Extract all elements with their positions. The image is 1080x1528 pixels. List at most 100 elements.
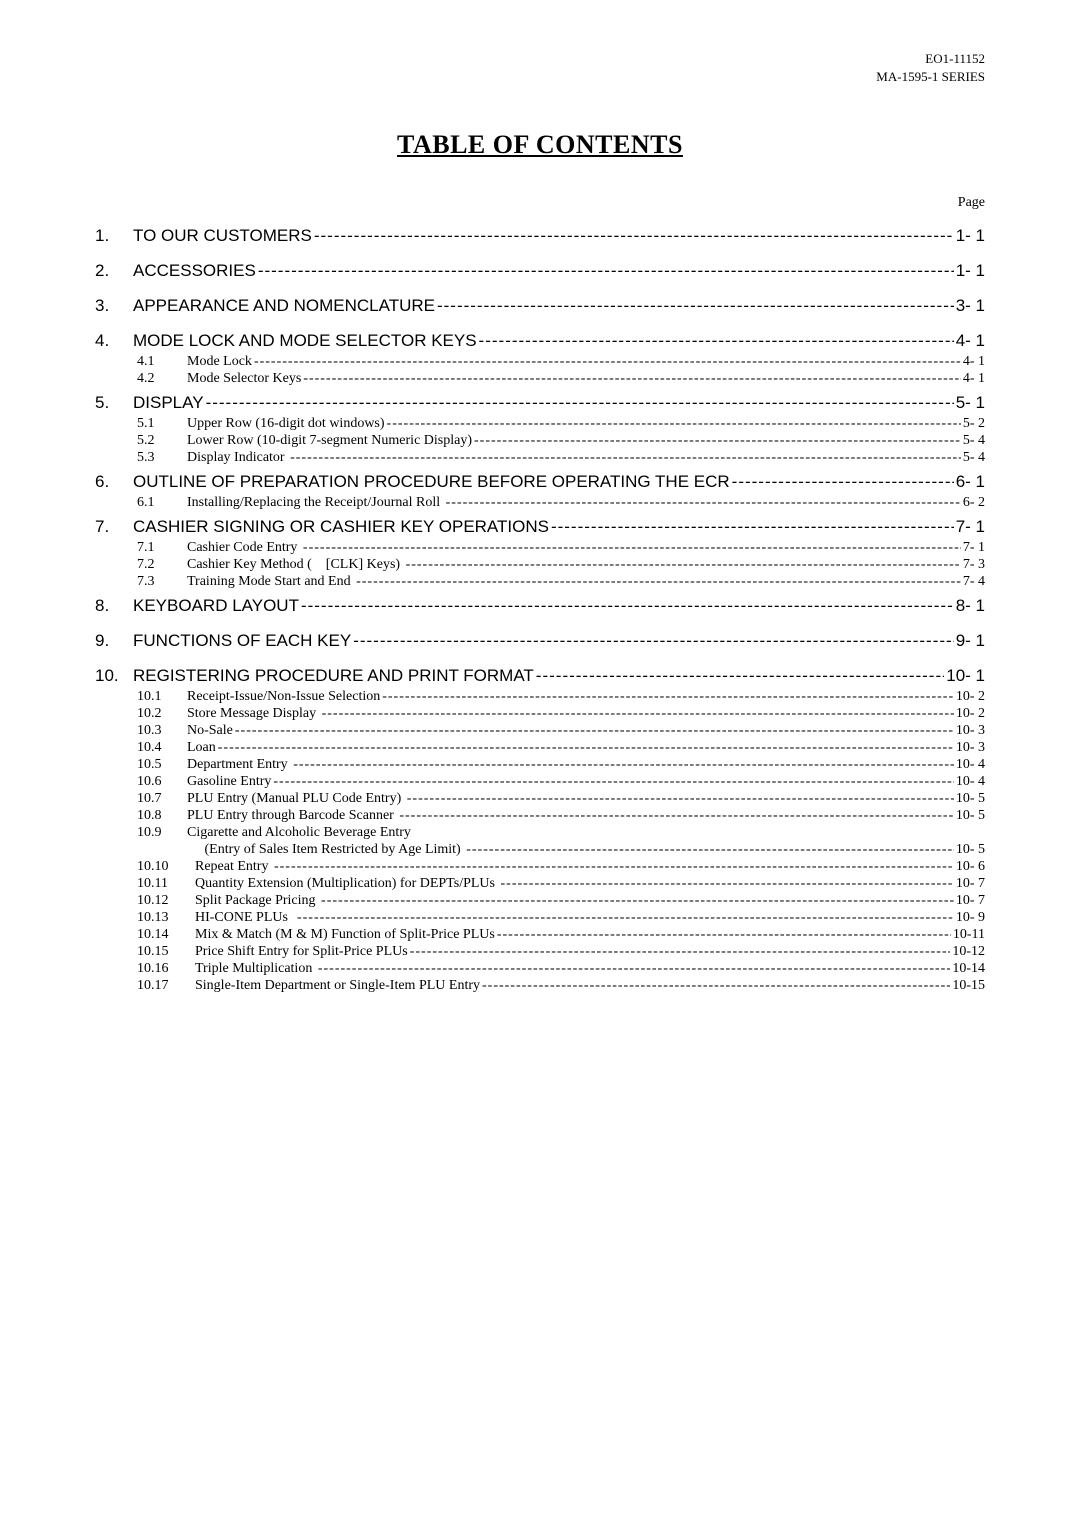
sub-label: Mode Selector Keys — [187, 371, 301, 387]
leader-dashes — [235, 723, 954, 739]
sub-label: Installing/Replacing the Receipt/Journal… — [187, 495, 444, 511]
toc-sub-line: 10.16Triple Multiplication 10-14 — [95, 961, 985, 977]
toc-section-line: 5.DISPLAY 5- 1 — [95, 393, 985, 413]
sub-page: 10-14 — [952, 961, 985, 977]
section-page: 8- 1 — [956, 596, 985, 616]
section-page: 6- 1 — [956, 472, 985, 492]
leader-dashes — [353, 631, 954, 651]
sub-label: Split Package Pricing — [195, 893, 319, 909]
leader-dashes — [258, 261, 954, 281]
toc-section-line: 6.OUTLINE OF PREPARATION PROCEDURE BEFOR… — [95, 472, 985, 492]
leader-dashes — [406, 557, 961, 573]
section-number: 4. — [95, 331, 133, 351]
sub-label: No-Sale — [187, 723, 233, 739]
section-label: ACCESSORIES — [133, 261, 256, 281]
sub-label: Gasoline Entry — [187, 774, 271, 790]
section-page: 5- 1 — [956, 393, 985, 413]
section-label: OUTLINE OF PREPARATION PROCEDURE BEFORE … — [133, 472, 730, 492]
sub-label: Department Entry — [187, 757, 291, 773]
sub-page: 10-11 — [953, 927, 985, 943]
section-page: 3- 1 — [956, 296, 985, 316]
toc-sub-line: 5.2Lower Row (10-digit 7-segment Numeric… — [95, 433, 985, 449]
sub-number: 10.4 — [137, 740, 187, 756]
section-label: DISPLAY — [133, 393, 204, 413]
leader-dashes — [254, 354, 961, 370]
leader-dashes — [446, 495, 961, 511]
toc-sub-line: 6.1Installing/Replacing the Receipt/Jour… — [95, 495, 985, 511]
sub-label: Mix & Match (M & M) Function of Split-Pr… — [195, 927, 495, 943]
sub-label: Lower Row (10-digit 7-segment Numeric Di… — [187, 433, 472, 449]
toc-sub-line: 4.1Mode Lock 4- 1 — [95, 354, 985, 370]
section-label: REGISTERING PROCEDURE AND PRINT FORMAT — [133, 666, 534, 686]
sub-label: Single-Item Department or Single-Item PL… — [195, 978, 480, 994]
section-number: 5. — [95, 393, 133, 413]
sub-label: (Entry of Sales Item Restricted by Age L… — [187, 842, 464, 858]
sub-page: 6- 2 — [963, 495, 985, 511]
leader-dashes — [551, 517, 954, 537]
toc-sub-line: 10.10Repeat Entry 10- 6 — [95, 859, 985, 875]
toc-sub-line: 10.11Quantity Extension (Multiplication)… — [95, 876, 985, 892]
sub-page: 10- 2 — [956, 689, 985, 705]
sub-page: 5- 4 — [963, 450, 985, 466]
sub-number: 10.13 — [137, 910, 195, 926]
sub-page: 5- 2 — [963, 416, 985, 432]
leader-dashes — [301, 596, 954, 616]
section-number: 3. — [95, 296, 133, 316]
section-page: 1- 1 — [956, 226, 985, 246]
sub-page: 10- 9 — [956, 910, 985, 926]
sub-number: 4.1 — [137, 354, 187, 370]
sub-page: 7- 4 — [963, 574, 985, 590]
toc-sub-line: 10.3No-Sale 10- 3 — [95, 723, 985, 739]
leader-dashes — [399, 808, 953, 824]
leader-dashes — [382, 689, 954, 705]
sub-page: 4- 1 — [963, 371, 985, 387]
sub-label: Cashier Code Entry — [187, 540, 301, 556]
leader-dashes — [410, 944, 951, 960]
leader-dashes — [356, 574, 961, 590]
sub-number: 10.7 — [137, 791, 187, 807]
toc-sub-line: 10.6Gasoline Entry 10- 4 — [95, 774, 985, 790]
leader-dashes — [206, 393, 954, 413]
sub-page: 10-15 — [952, 978, 985, 994]
leader-dashes — [501, 876, 954, 892]
leader-dashes — [314, 226, 954, 246]
sub-label: Triple Multiplication — [195, 961, 316, 977]
page-column-label: Page — [95, 195, 985, 211]
leader-dashes — [273, 774, 953, 790]
leader-dashes — [474, 433, 961, 449]
doc-code-1: EO1-11152 — [876, 50, 985, 68]
leader-dashes — [318, 961, 951, 977]
sub-label: Quantity Extension (Multiplication) for … — [195, 876, 499, 892]
toc-section-line: 2.ACCESSORIES 1- 1 — [95, 261, 985, 281]
sub-number: 10.2 — [137, 706, 187, 722]
leader-dashes — [387, 416, 961, 432]
sub-label: Display Indicator — [187, 450, 288, 466]
table-of-contents: 1.TO OUR CUSTOMERS 1- 12.ACCESSORIES 1- … — [95, 226, 985, 994]
toc-section-line: 7.CASHIER SIGNING OR CASHIER KEY OPERATI… — [95, 517, 985, 537]
toc-sub-line: 4.2Mode Selector Keys 4- 1 — [95, 371, 985, 387]
sub-label: Store Message Display — [187, 706, 320, 722]
toc-sub-line: 5.1Upper Row (16-digit dot windows) 5- 2 — [95, 416, 985, 432]
toc-sub-line: 10.1Receipt-Issue/Non-Issue Selection 10… — [95, 689, 985, 705]
section-number: 9. — [95, 631, 133, 651]
toc-sub-line: 10.12Split Package Pricing 10- 7 — [95, 893, 985, 909]
toc-sub-line: 10.15Price Shift Entry for Split-Price P… — [95, 944, 985, 960]
sub-label: Price Shift Entry for Split-Price PLUs — [195, 944, 408, 960]
leader-dashes — [322, 706, 954, 722]
sub-label: Cashier Key Method ( [CLK] Keys) — [187, 557, 404, 573]
section-number: 8. — [95, 596, 133, 616]
toc-sub-line: 10.5Department Entry 10- 4 — [95, 757, 985, 773]
sub-page: 7- 1 — [963, 540, 985, 556]
sub-label: HI-CONE PLUs — [195, 910, 295, 926]
sub-number: 7.1 — [137, 540, 187, 556]
leader-dashes — [321, 893, 954, 909]
sub-number: 7.2 — [137, 557, 187, 573]
toc-section-line: 3.APPEARANCE AND NOMENCLATURE 3- 1 — [95, 296, 985, 316]
section-number: 1. — [95, 226, 133, 246]
sub-page: 7- 3 — [963, 557, 985, 573]
leader-dashes — [479, 331, 954, 351]
sub-number: 10.3 — [137, 723, 187, 739]
leader-dashes — [497, 927, 951, 943]
leader-dashes — [482, 978, 950, 994]
toc-sub-line: 10.13HI-CONE PLUs 10- 9 — [95, 910, 985, 926]
